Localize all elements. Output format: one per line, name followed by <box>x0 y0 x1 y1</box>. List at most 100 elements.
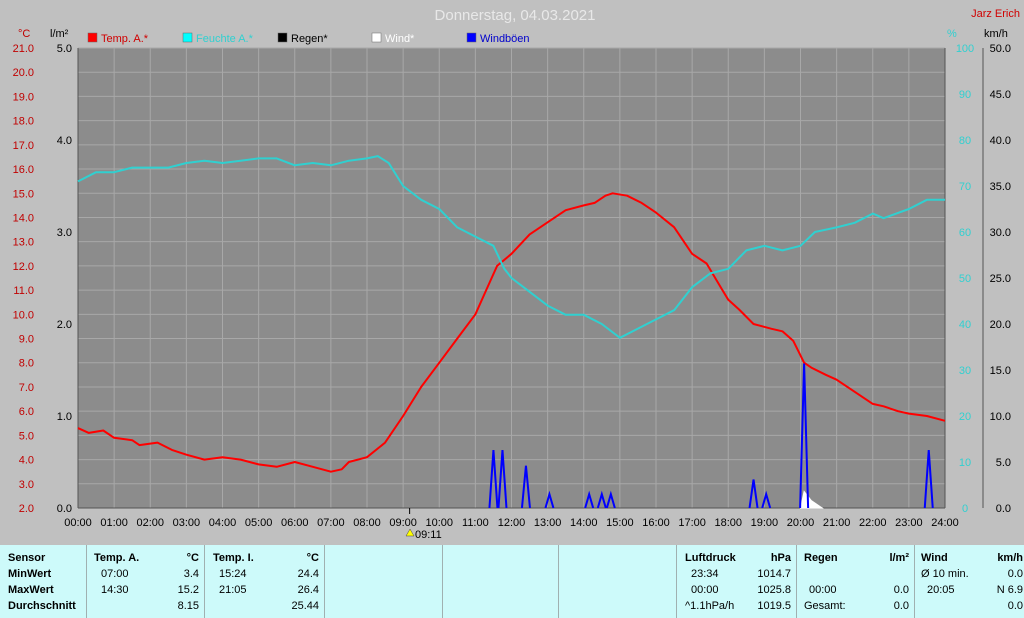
rain-header: Regen <box>804 552 838 564</box>
rain-max-val: 0.0 <box>893 584 909 596</box>
temp-tick-label: 19.0 <box>13 91 34 103</box>
stats-sensor-label: Sensor <box>8 552 46 564</box>
humidity-tick-label: 20 <box>959 411 971 423</box>
temp-tick-label: 21.0 <box>13 43 34 55</box>
temp-i-avg-val: 25.44 <box>291 600 319 612</box>
wind-tick-label: 40.0 <box>990 135 1011 147</box>
wind-tick-label: 30.0 <box>990 227 1011 239</box>
rain-tick-label: 4.0 <box>57 135 72 147</box>
gust-spike <box>596 490 607 509</box>
legend-swatch <box>277 32 288 43</box>
temp-tick-label: 10.0 <box>13 309 34 321</box>
wind-max-val: N 6.9 <box>996 584 1023 596</box>
rain-tick-label: 5.0 <box>57 43 72 55</box>
legend-label: Temp. A.* <box>101 33 149 45</box>
gust-spike <box>923 449 934 509</box>
gust-spike <box>584 490 595 509</box>
temp-i-max-val: 26.4 <box>297 584 319 596</box>
pressure-max-val: 1025.8 <box>757 584 791 596</box>
temp-i-min-val: 24.4 <box>297 568 319 580</box>
x-tick-label: 08:00 <box>353 517 381 529</box>
gust-spike <box>799 363 810 509</box>
gust-spike <box>605 490 616 509</box>
humidity-series-line <box>77 155 945 339</box>
temp-series-line <box>77 192 946 473</box>
pressure-min-val: 1014.7 <box>757 568 791 580</box>
sun-icon <box>405 528 415 537</box>
wind-avg-label: Ø 10 min. <box>921 568 969 580</box>
stats-col-labels: Sensor MinWert MaxWert Durchschnitt <box>0 545 86 618</box>
temp-tick-label: 7.0 <box>19 382 34 394</box>
gust-spike <box>761 490 772 509</box>
temp-tick-label: 20.0 <box>13 67 34 79</box>
pressure-trend-val: 1019.5 <box>757 600 791 612</box>
x-tick-label: 24:00 <box>931 517 959 529</box>
humidity-tick-label: 50 <box>959 273 971 285</box>
stats-col-rain: Regen l/m² 00:00 0.0 Gesamt: 0.0 <box>796 545 915 618</box>
legend-swatch <box>466 32 477 43</box>
event-marker: 09:11 <box>405 528 442 541</box>
stats-min-label: MinWert <box>8 568 52 580</box>
temp-tick-label: 2.0 <box>19 503 34 515</box>
x-tick-label: 06:00 <box>281 517 309 529</box>
temp-tick-label: 15.0 <box>13 188 34 200</box>
temp-i-min-time: 15:24 <box>219 568 247 580</box>
x-tick-label: 03:00 <box>173 517 201 529</box>
temp-tick-label: 9.0 <box>19 334 34 346</box>
wind-tick-label: 35.0 <box>990 181 1011 193</box>
rain-unit: l/m² <box>889 552 909 564</box>
stats-col-empty-1 <box>324 545 443 618</box>
rain-total-label: Gesamt: <box>804 600 846 612</box>
temp-a-unit: °C <box>186 552 199 564</box>
wind-series-area <box>799 490 824 509</box>
temp-a-header: Temp. A. <box>94 552 140 564</box>
temp-tick-label: 12.0 <box>13 261 34 273</box>
humidity-tick-label: 10 <box>959 457 971 469</box>
x-tick-label: 23:00 <box>895 517 923 529</box>
legend-swatch <box>87 32 98 43</box>
x-tick-label: 19:00 <box>751 517 779 529</box>
gust-spike <box>497 449 508 509</box>
x-tick-label: 13:00 <box>534 517 562 529</box>
temp-tick-label: 3.0 <box>19 479 34 491</box>
stats-col-empty-2 <box>442 545 559 618</box>
temp-a-min-val: 3.4 <box>183 568 199 580</box>
temp-a-min-time: 07:00 <box>101 568 129 580</box>
chart-marks <box>77 155 946 509</box>
legend-swatch <box>371 32 382 43</box>
x-tick-label: 12:00 <box>498 517 526 529</box>
rain-max-time: 00:00 <box>809 584 837 596</box>
wind-tick-label: 5.0 <box>996 457 1011 469</box>
weather-chart: Donnerstag, 04.03.2021 Jarz Erich °C l/m… <box>13 7 1020 541</box>
wind-max-time: 20:05 <box>927 584 955 596</box>
temp-a-max-val: 15.2 <box>177 584 199 596</box>
temp-tick-label: 6.0 <box>19 406 34 418</box>
pressure-max-time: 00:00 <box>691 584 719 596</box>
x-tick-label: 11:00 <box>462 517 489 529</box>
wind-tick-label: 15.0 <box>990 365 1011 377</box>
wind-tick-label: 0.0 <box>996 503 1011 515</box>
wind-tick-label: 20.0 <box>990 319 1011 331</box>
rain-tick-label: 1.0 <box>57 411 72 423</box>
temp-i-header: Temp. I. <box>213 552 254 564</box>
wind-unit: km/h <box>997 552 1023 564</box>
x-tick-label: 18:00 <box>714 517 742 529</box>
x-tick-label: 20:00 <box>787 517 815 529</box>
stats-col-wind: Wind km/h Ø 10 min. 0.0 20:05 N 6.9 0.0 <box>914 545 1024 618</box>
x-tick-label: 01:00 <box>100 517 128 529</box>
wind-header: Wind <box>921 552 948 564</box>
x-tick-label: 17:00 <box>678 517 706 529</box>
temp-tick-label: 4.0 <box>19 455 34 467</box>
chart-title: Donnerstag, 04.03.2021 <box>435 7 596 24</box>
rain-unit-label: l/m² <box>50 28 69 40</box>
legend-label: Windböen <box>480 33 530 45</box>
x-tick-label: 15:00 <box>606 517 634 529</box>
humidity-tick-label: 30 <box>959 365 971 377</box>
pressure-trend-label: ^1.1hPa/h <box>685 600 735 612</box>
gust-spike <box>544 490 555 509</box>
temp-tick-label: 17.0 <box>13 140 34 152</box>
humidity-unit-label: % <box>947 28 957 40</box>
gust-spike <box>520 465 531 509</box>
x-tick-label: 07:00 <box>317 517 345 529</box>
temp-tick-label: 5.0 <box>19 430 34 442</box>
